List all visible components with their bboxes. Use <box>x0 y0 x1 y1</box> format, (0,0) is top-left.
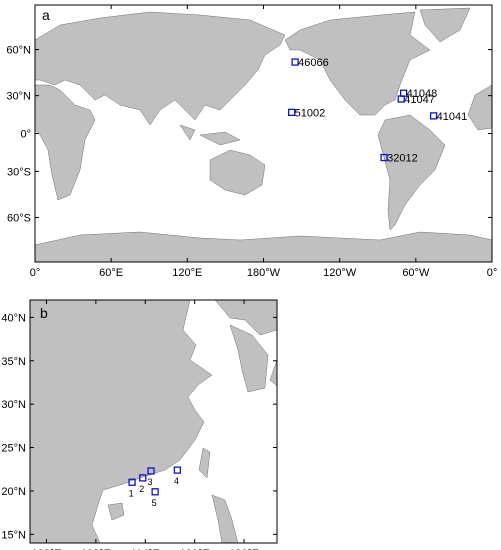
station-marker <box>429 112 438 120</box>
x-tick-label: 108°E <box>81 548 111 550</box>
y-tick-label: 0° <box>20 129 31 141</box>
station-marker <box>380 153 388 162</box>
station-label: 51002 <box>295 107 326 119</box>
korea <box>229 324 269 393</box>
panel-label: b <box>40 305 48 321</box>
y-tick-label: 60°S <box>7 212 31 224</box>
y-tick-label: 20°N <box>1 486 26 498</box>
station-marker <box>139 474 147 482</box>
y-tick-label: 35°N <box>1 356 26 368</box>
station-label: 3 <box>148 477 153 487</box>
station-label: 5 <box>152 498 157 508</box>
y-tick-label: 25°N <box>1 443 26 455</box>
frame <box>29 299 278 544</box>
y-tick-label: 30°N <box>6 91 31 103</box>
y-tick-label: 15°N <box>1 529 26 541</box>
station-marker <box>151 488 159 496</box>
hainan <box>107 502 125 521</box>
x-tick-label: 102°E <box>31 548 61 550</box>
station-label: 41041 <box>437 111 468 123</box>
greenland <box>419 7 471 43</box>
station-label: 41048 <box>407 88 438 100</box>
panel-a-map: a <box>34 4 493 263</box>
y-tick-label: 60°N <box>6 45 31 57</box>
station-label: 32012 <box>387 153 418 165</box>
station-marker <box>173 466 182 474</box>
x-tick-label: 60°W <box>402 267 430 279</box>
x-tick-label: 120°W <box>323 267 357 279</box>
station-marker <box>397 95 405 103</box>
station-label: 46066 <box>298 57 329 69</box>
station-marker <box>288 108 296 117</box>
y-tick-label: 30°S <box>7 166 31 178</box>
x-tick-label: 114°E <box>131 548 160 550</box>
x-tick-label: 0° <box>487 267 498 279</box>
taiwan <box>198 447 211 479</box>
eurasia <box>34 11 286 126</box>
north-america <box>284 11 431 116</box>
panel-label: a <box>42 7 50 23</box>
station-marker <box>128 478 136 486</box>
station-marker <box>147 467 155 475</box>
x-tick-label: 120°E <box>172 267 202 279</box>
x-tick-label: 60°E <box>99 267 123 279</box>
china-mainland <box>29 299 213 544</box>
x-tick-label: 180°W <box>247 267 281 279</box>
x-tick-label: 120°E <box>180 548 210 550</box>
y-tick-label: 40°N <box>1 312 26 324</box>
y-tick-label: 30°N <box>1 399 26 411</box>
station-label: 41047 <box>404 94 435 106</box>
station-label: 2 <box>139 484 144 494</box>
panel-b-map: b <box>29 299 278 544</box>
australia <box>179 124 266 196</box>
station-label: 1 <box>129 488 134 498</box>
station-label: 4 <box>174 476 179 486</box>
x-tick-label: 0° <box>30 267 41 279</box>
x-tick-label: 126°E <box>229 548 259 550</box>
station-marker <box>291 58 299 66</box>
